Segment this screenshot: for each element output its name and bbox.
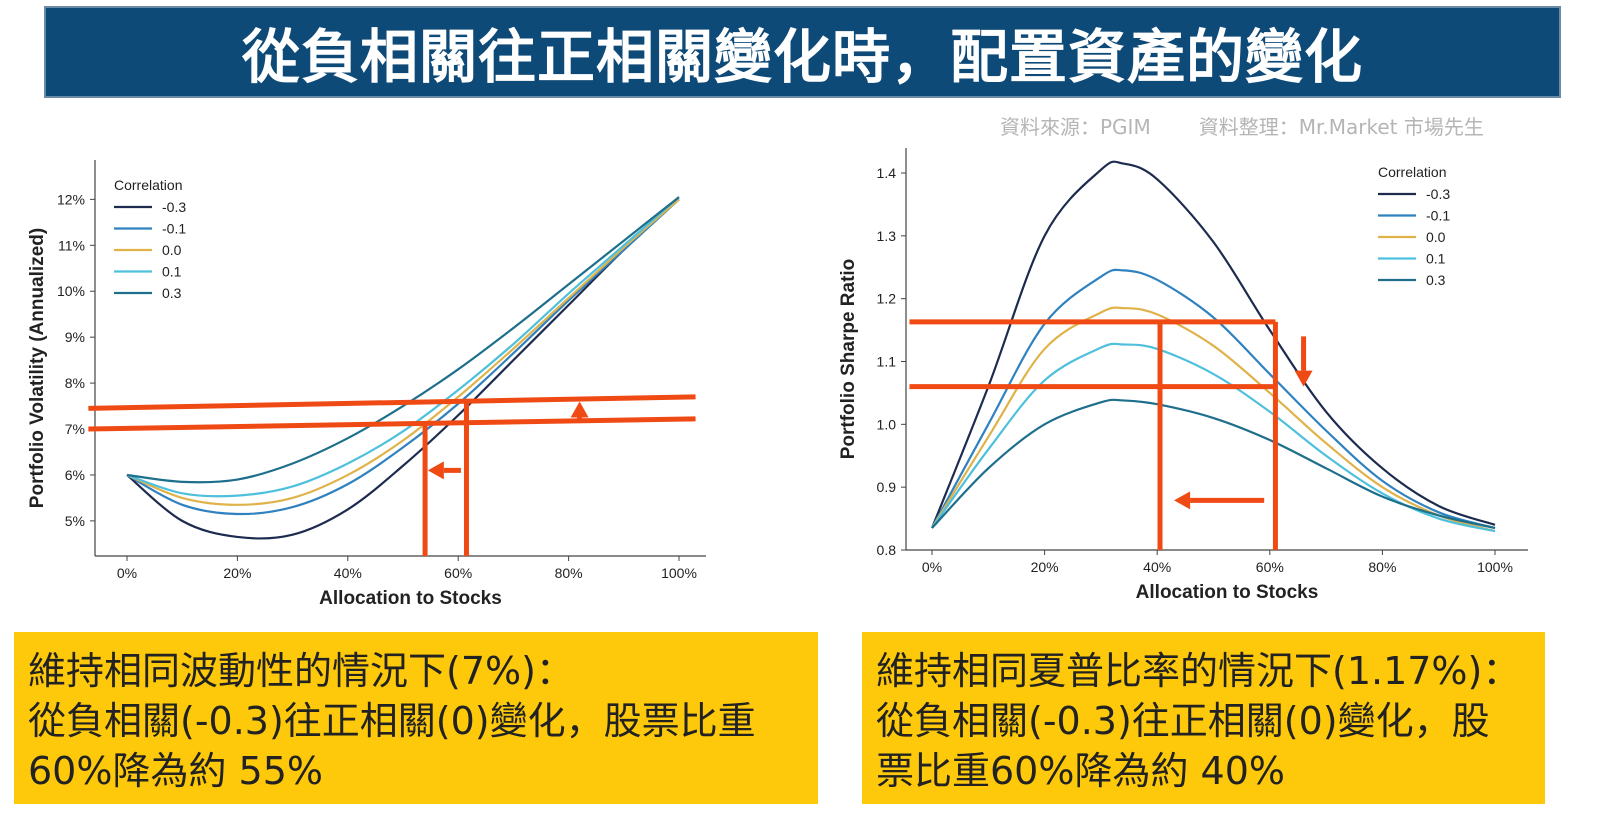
x-tick-label: 100% [1477, 559, 1513, 575]
y-tick-label: 1.4 [877, 165, 897, 181]
volatility-note-line1: 維持相同波動性的情況下(7%)： [28, 649, 574, 693]
y-axis-label: Portfolio Volatility (Annualized) [27, 228, 48, 508]
volatility-note-line2: 從負相關(-0.3)往正相關(0)變化，股票比重 [28, 699, 756, 743]
x-tick-label: 60% [1256, 559, 1284, 575]
y-tick-label: 5% [65, 513, 85, 529]
page-title: 從負相關往正相關變化時，配置資產的變化 [241, 23, 1363, 91]
y-tick-label: 1.3 [877, 228, 897, 244]
x-tick-label: 40% [334, 565, 362, 581]
annotation-line [88, 416, 696, 432]
y-tick-label: 0.8 [877, 542, 897, 558]
y-tick-label: 9% [65, 329, 85, 345]
y-tick-label: 10% [57, 283, 85, 299]
series-line-0.0 [126, 198, 680, 506]
volatility-chart: 0% 20% 40% 60% 80% 100% 5% 6% 7% 8% 9% 10% 11% 12% All… [27, 160, 706, 609]
compiled-by-text: 資料整理：Mr.Market 市場先生 [1198, 115, 1484, 139]
y-axis-label: Portfolio Sharpe Ratio [838, 259, 859, 460]
volatility-note-line3: 60%降為約 55% [28, 749, 324, 793]
x-tick-label: 40% [1143, 559, 1171, 575]
x-axis-label: Allocation to Stocks [1136, 582, 1319, 603]
x-tick-label: 20% [223, 565, 251, 581]
y-tick-label: 8% [65, 375, 85, 391]
series-line--0.3 [930, 160, 1496, 529]
title-banner: 從負相關往正相關變化時，配置資產的變化 [44, 6, 1561, 98]
legend-label-0.1: 0.1 [1426, 251, 1446, 267]
y-tick-label: 1.1 [877, 354, 897, 370]
series-line-0.1 [931, 342, 1496, 533]
sharpe-note-line1: 維持相同夏普比率的情況下(1.17%)： [876, 649, 1521, 693]
series-line-0.1 [126, 196, 680, 498]
legend-label-0.3: 0.3 [162, 285, 182, 301]
y-tick-label: 11% [58, 237, 85, 253]
source-text: 資料來源：PGIM [1000, 115, 1151, 139]
legend-label--0.3: -0.3 [1426, 186, 1450, 202]
series-line--0.1 [126, 198, 680, 516]
arrow-head [427, 461, 444, 480]
volatility-note: 維持相同波動性的情況下(7%)： 從負相關(-0.3)往正相關(0)變化，股票比… [14, 632, 818, 804]
legend-label--0.1: -0.1 [162, 221, 186, 237]
x-axis-label: Allocation to Stocks [319, 588, 502, 609]
legend-label-0.0: 0.0 [1426, 229, 1446, 245]
legend-title: Correlation [1378, 164, 1446, 180]
x-tick-label: 80% [1368, 559, 1396, 575]
annotation-line [88, 394, 696, 411]
legend-label-0.3: 0.3 [1426, 272, 1446, 288]
series-line--0.3 [126, 198, 680, 540]
y-tick-label: 12% [57, 191, 85, 207]
source-credits: 資料來源：PGIM 資料整理：Mr.Market 市場先生 [1000, 111, 1532, 140]
legend-title: Correlation [114, 177, 182, 193]
series-line-0.3 [931, 398, 1496, 530]
legend-label-0.1: 0.1 [162, 264, 182, 280]
x-tick-label: 60% [444, 565, 472, 581]
x-tick-label: 0% [117, 565, 137, 581]
legend-label-0.0: 0.0 [162, 242, 182, 258]
legend-label--0.3: -0.3 [162, 199, 186, 215]
x-tick-label: 100% [661, 565, 697, 581]
x-tick-label: 80% [555, 565, 583, 581]
x-tick-label: 20% [1031, 559, 1059, 575]
arrow-head [1174, 491, 1191, 510]
sharpe-note: 維持相同夏普比率的情況下(1.17%)： 從負相關(-0.3)往正相關(0)變化… [862, 632, 1545, 804]
series-line--0.1 [931, 268, 1496, 530]
y-tick-label: 6% [65, 467, 85, 483]
legend-label--0.1: -0.1 [1426, 208, 1450, 224]
y-tick-label: 0.9 [877, 479, 897, 495]
y-tick-label: 7% [65, 421, 85, 437]
y-tick-label: 1.2 [877, 291, 897, 307]
sharpe-ratio-chart: 0% 20% 40% 60% 80% 100% 0.8 0.9 1.0 1.1 1.2 1.3 1.4 A… [838, 148, 1528, 603]
x-tick-label: 0% [922, 559, 942, 575]
sharpe-note-line2: 從負相關(-0.3)往正相關(0)變化，股 [876, 699, 1490, 743]
arrow-head [1294, 370, 1313, 387]
y-tick-label: 1.0 [877, 416, 897, 432]
arrow-head [570, 401, 589, 418]
sharpe-note-line3: 票比重60%降為約 40% [876, 749, 1286, 793]
